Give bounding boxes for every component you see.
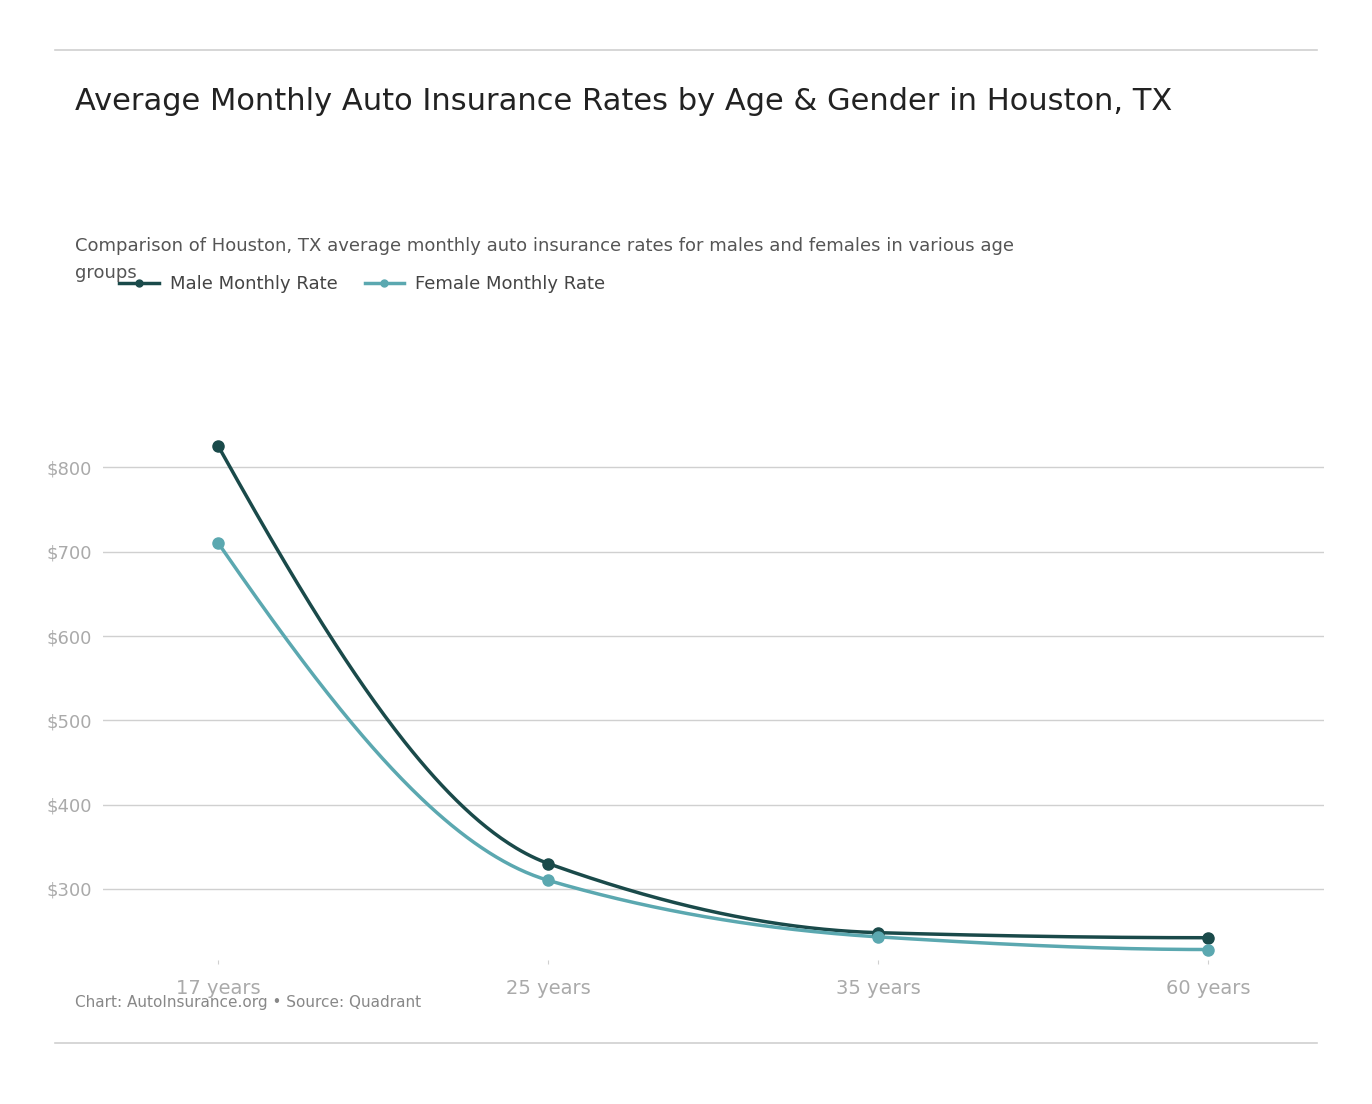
Point bbox=[867, 928, 889, 946]
Text: Chart: AutoInsurance.org • Source: Quadrant: Chart: AutoInsurance.org • Source: Quadr… bbox=[75, 995, 421, 1010]
Point bbox=[1198, 928, 1220, 946]
Point bbox=[207, 437, 229, 455]
Point bbox=[207, 534, 229, 552]
Legend: Male Monthly Rate, Female Monthly Rate: Male Monthly Rate, Female Monthly Rate bbox=[113, 267, 612, 300]
Point bbox=[867, 924, 889, 942]
Point bbox=[1198, 941, 1220, 958]
Point bbox=[538, 871, 560, 889]
Text: Average Monthly Auto Insurance Rates by Age & Gender in Houston, TX: Average Monthly Auto Insurance Rates by … bbox=[75, 87, 1173, 116]
Point bbox=[538, 854, 560, 872]
Text: Comparison of Houston, TX average monthly auto insurance rates for males and fem: Comparison of Houston, TX average monthl… bbox=[75, 237, 1014, 282]
